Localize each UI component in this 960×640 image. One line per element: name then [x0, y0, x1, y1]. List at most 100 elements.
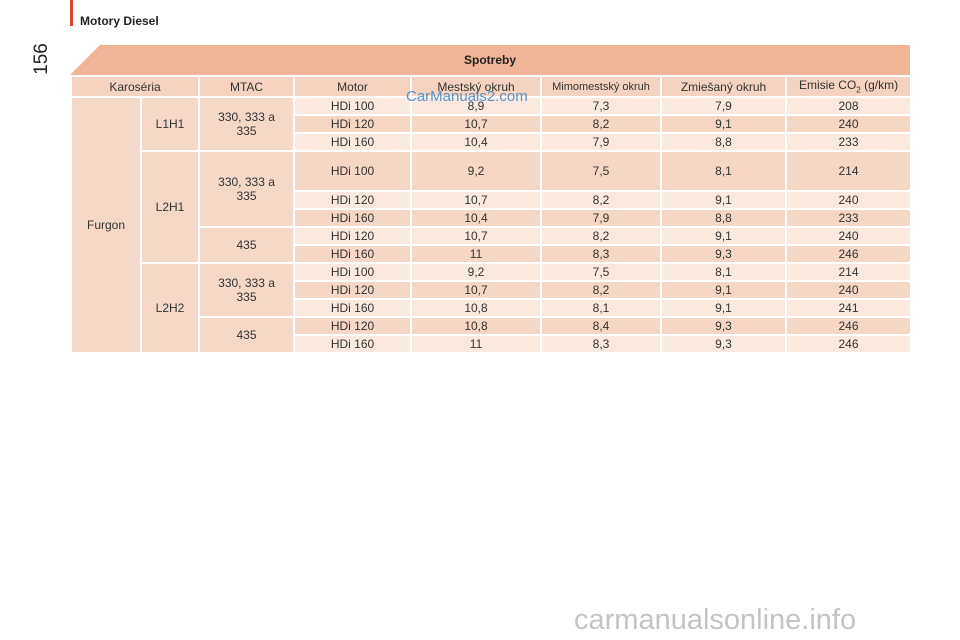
data-cell: HDi 160: [293, 132, 413, 152]
column-header: Zmiešaný okruh: [660, 75, 788, 98]
column-header: Mestský okruh: [410, 75, 543, 98]
mtac-cell: 435: [198, 226, 296, 264]
table-row: Furgon L1H1 330, 333 a 335 HDi 100 8,9 7,3 7,9…: [70, 96, 913, 354]
body-cell: Furgon: [70, 96, 142, 354]
table-row: HDi 120 10,7 8,2 9,1 240: [71, 190, 913, 210]
data-cell: 9,1: [660, 114, 788, 134]
page-number: 156: [30, 43, 52, 75]
data-cell: 8,2: [540, 190, 663, 210]
table-title: Spotreby: [70, 45, 910, 75]
data-cell: 10,4: [410, 208, 543, 228]
watermark: carmanualsonline.info: [574, 604, 857, 636]
data-cell: 8,3: [540, 334, 663, 354]
data-cell: 8,9: [410, 96, 543, 116]
version-cell: L2H2: [139, 262, 201, 354]
data-cell: HDi 100: [293, 96, 413, 116]
data-cell: 233: [785, 132, 913, 152]
data-cell: 10,7: [410, 280, 543, 300]
subscript: 2: [856, 85, 861, 95]
column-header: Karoséria: [69, 75, 201, 98]
data-cell: 11: [410, 334, 543, 354]
red-bar: [70, 0, 73, 26]
table-row: L2H2 330, 333 a 335 HDi 100 9,2 7,5 8,1 214: [71, 262, 913, 354]
data-cell: HDi 160: [293, 334, 413, 354]
watermark: CarManuals2.com: [406, 88, 528, 105]
data-cell: 7,9: [540, 132, 663, 152]
data-cell: 246: [785, 316, 913, 336]
version-cell: L2H1: [139, 150, 201, 264]
data-cell: 10,8: [410, 316, 543, 336]
data-cell: HDi 100: [293, 150, 413, 192]
table-row: HDi 160 10,4 7,9 8,8 233: [71, 208, 913, 228]
data-cell: 8,3: [540, 244, 663, 264]
table-row: HDi 160 10,8 8,1 9,1 241: [71, 298, 913, 318]
data-cell: 7,5: [540, 150, 663, 192]
data-cell: 233: [785, 208, 913, 228]
unit: (g/km): [864, 78, 899, 93]
consumption-table: Karoséria MTAC Motor Mestský okruh Mimom…: [69, 75, 913, 354]
data-cell: 11: [410, 244, 543, 264]
data-cell: HDi 100: [293, 262, 413, 282]
header-row: Karoséria MTAC Motor Mestský okruh Mimom…: [69, 75, 913, 98]
data-cell: 10,7: [410, 226, 543, 246]
data-cell: 10,7: [410, 114, 543, 134]
column-header: Motor: [293, 75, 413, 98]
column-header: MTAC: [198, 75, 296, 98]
data-cell: 8,8: [660, 132, 788, 152]
data-cell: 246: [785, 334, 913, 354]
data-cell: 241: [785, 298, 913, 318]
data-cell: HDi 120: [293, 280, 413, 300]
data-cell: HDi 160: [293, 298, 413, 318]
data-cell: 240: [785, 114, 913, 134]
column-header: Emisie CO2 (g/km): [785, 75, 913, 98]
section-title: Motory Diesel: [80, 14, 159, 28]
data-cell: 240: [785, 190, 913, 210]
data-cell: 9,3: [660, 334, 788, 354]
data-cell: 8,2: [540, 226, 663, 246]
data-cell: 240: [785, 226, 913, 246]
table-row: HDi 120 10,7 8,2 9,1 240: [71, 114, 913, 134]
data-cell: HDi 160: [293, 244, 413, 264]
data-cell: 7,3: [540, 96, 663, 116]
data-cell: 8,1: [660, 150, 788, 192]
data-cell: 8,1: [660, 262, 788, 282]
data-cell: 10,4: [410, 132, 543, 152]
table-row: HDi 160 11 8,3 9,3 246: [71, 334, 913, 354]
data-cell: 9,3: [660, 316, 788, 336]
mtac-cell: 330, 333 a 335: [198, 96, 296, 152]
data-cell: HDi 120: [293, 316, 413, 336]
table-row: L2H1 330, 333 a 335 HDi 100 9,2 7,5 8,1 214: [71, 150, 913, 264]
data-cell: 9,1: [660, 226, 788, 246]
table-row: 435 HDi 120 10,8 8,4 9,3 246: [71, 316, 913, 354]
data-cell: 9,2: [410, 262, 543, 282]
data-cell: 7,5: [540, 262, 663, 282]
data-cell: 9,2: [410, 150, 543, 192]
table-row: HDi 160 11 8,3 9,3 246: [71, 244, 913, 264]
data-cell: 8,1: [540, 298, 663, 318]
column-header: Mimomestský okruh: [540, 75, 663, 98]
data-cell: HDi 120: [293, 114, 413, 134]
data-cell: 246: [785, 244, 913, 264]
data-cell: 10,7: [410, 190, 543, 210]
mtac-cell: 435: [198, 316, 296, 354]
data-cell: HDi 120: [293, 226, 413, 246]
data-cell: 208: [785, 96, 913, 116]
data-cell: 8,8: [660, 208, 788, 228]
mtac-cell: 330, 333 a 335: [198, 262, 296, 318]
data-cell: 10,8: [410, 298, 543, 318]
table-row: 435 HDi 120 10,7 8,2 9,1 240: [71, 226, 913, 264]
data-cell: 214: [785, 150, 913, 192]
data-cell: 8,2: [540, 280, 663, 300]
data-cell: 8,4: [540, 316, 663, 336]
data-cell: 7,9: [660, 96, 788, 116]
data-cell: 214: [785, 262, 913, 282]
data-cell: 8,2: [540, 114, 663, 134]
data-cell: 9,1: [660, 280, 788, 300]
table-row: HDi 120 10,7 8,2 9,1 240: [71, 280, 913, 300]
data-cell: 9,1: [660, 298, 788, 318]
data-cell: 240: [785, 280, 913, 300]
data-cell: HDi 160: [293, 208, 413, 228]
table-row: HDi 160 10,4 7,9 8,8 233: [71, 132, 913, 152]
version-cell: L1H1: [139, 96, 201, 152]
